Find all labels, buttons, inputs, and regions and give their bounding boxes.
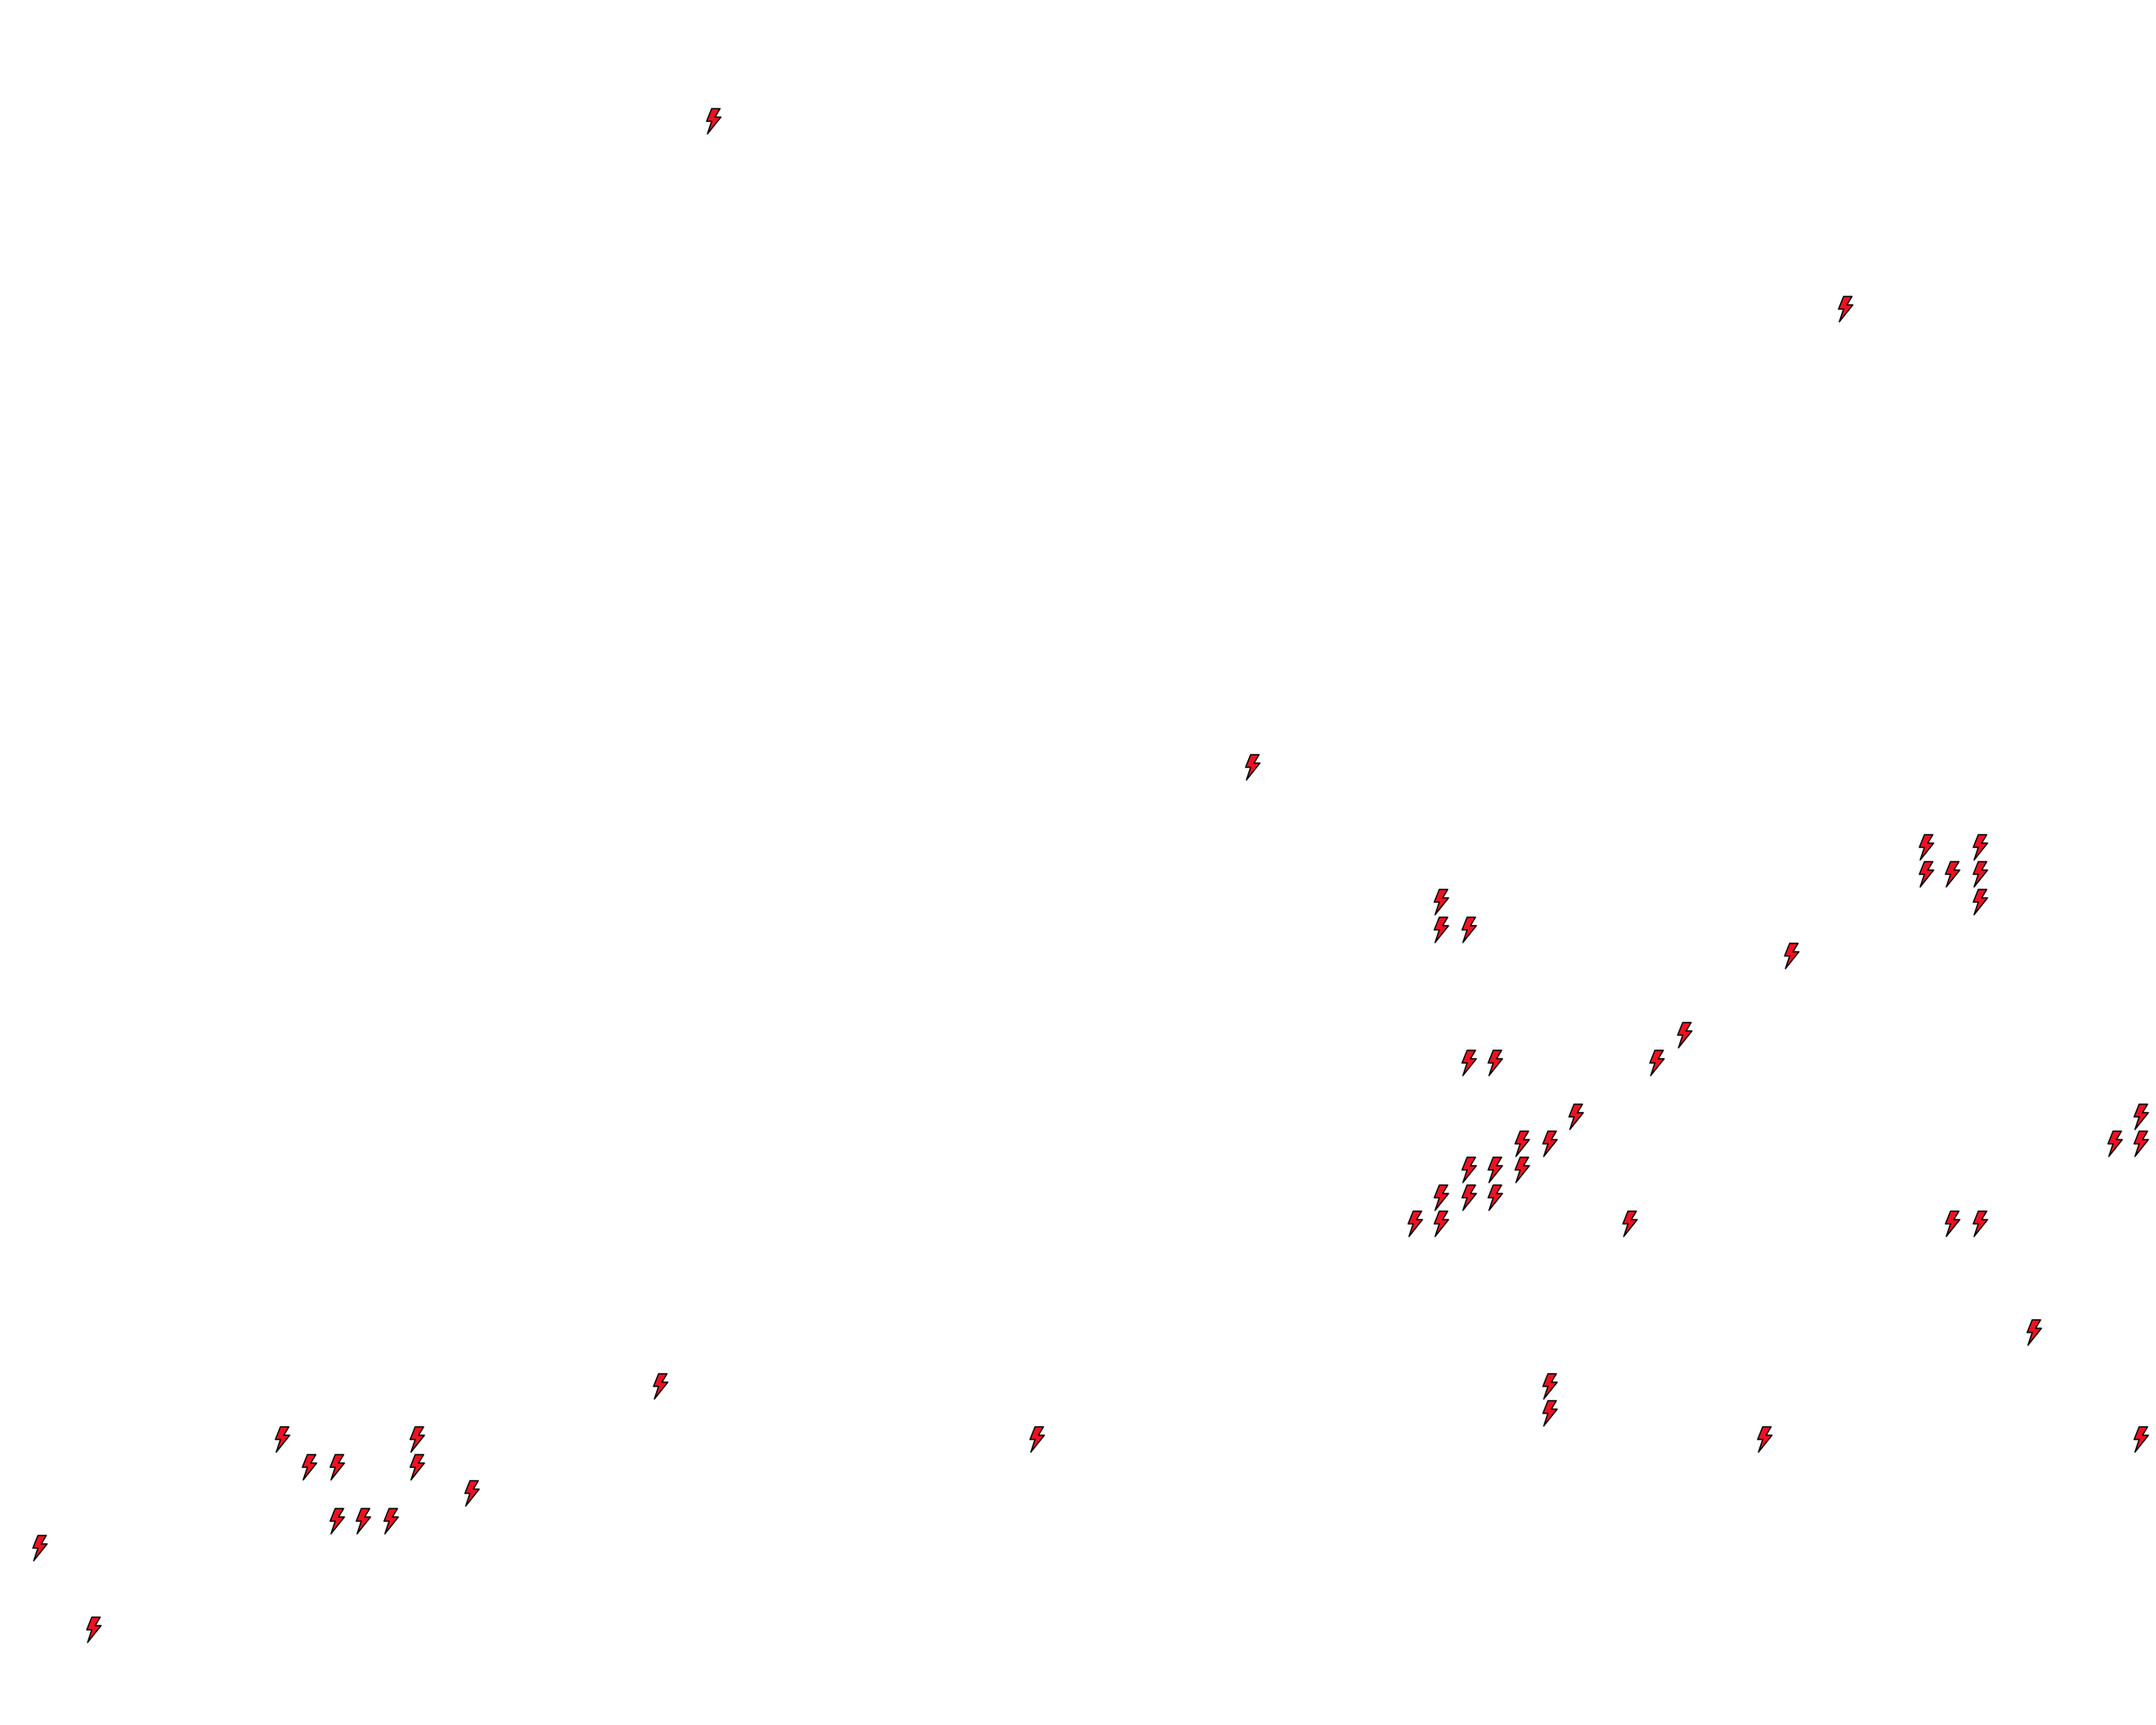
lightning-bolt-icon[interactable] <box>704 107 723 135</box>
lightning-bolt-icon[interactable] <box>651 1372 670 1400</box>
lightning-bolt-icon[interactable] <box>1432 1210 1450 1237</box>
lightning-bolt-icon[interactable] <box>1460 1184 1478 1211</box>
lightning-bolt-icon[interactable] <box>1917 833 1935 861</box>
lightning-bolt-icon[interactable] <box>1971 1210 1989 1237</box>
lightning-bolt-icon[interactable] <box>1971 889 1989 916</box>
lightning-bolt-icon[interactable] <box>1432 916 1450 943</box>
lightning-bolt-icon[interactable] <box>1836 296 1854 323</box>
lightning-bolt-icon[interactable] <box>1027 1426 1046 1454</box>
lightning-bolt-icon[interactable] <box>328 1507 346 1535</box>
lightning-bolt-icon[interactable] <box>1647 1049 1666 1076</box>
lightning-bolt-icon[interactable] <box>2132 1103 2150 1130</box>
lightning-bolt-icon[interactable] <box>462 1480 481 1507</box>
lightning-bolt-icon[interactable] <box>1460 1156 1478 1184</box>
lightning-bolt-icon[interactable] <box>1782 942 1801 969</box>
lightning-bolt-icon[interactable] <box>408 1426 426 1454</box>
lightning-bolt-icon[interactable] <box>1755 1426 1774 1454</box>
lightning-bolt-icon[interactable] <box>1540 1400 1559 1428</box>
lightning-bolt-icon[interactable] <box>1620 1210 1639 1237</box>
lightning-bolt-icon[interactable] <box>1486 1184 1504 1211</box>
lightning-bolt-icon[interactable] <box>1432 889 1450 916</box>
lightning-bolt-icon[interactable] <box>1460 916 1478 943</box>
lightning-bolt-icon[interactable] <box>408 1454 426 1481</box>
lightning-bolt-icon[interactable] <box>2025 1319 2043 1346</box>
lightning-bolt-icon[interactable] <box>382 1507 400 1535</box>
lightning-bolt-icon[interactable] <box>1540 1372 1559 1400</box>
lightning-bolt-icon[interactable] <box>2132 1426 2150 1454</box>
lightning-bolt-icon[interactable] <box>273 1426 291 1454</box>
lightning-bolt-icon[interactable] <box>1406 1210 1424 1237</box>
lightning-bolt-icon[interactable] <box>1243 754 1262 781</box>
lightning-bolt-icon[interactable] <box>354 1507 372 1535</box>
lightning-bolt-icon[interactable] <box>1917 861 1935 889</box>
lightning-bolt-icon[interactable] <box>1540 1130 1559 1158</box>
lightning-bolt-icon[interactable] <box>1566 1103 1585 1130</box>
lightning-bolt-icon[interactable] <box>1486 1156 1504 1184</box>
lightning-bolt-icon[interactable] <box>1971 833 1989 861</box>
lightning-bolt-icon[interactable] <box>328 1454 346 1481</box>
lightning-bolt-icon[interactable] <box>1943 1210 1961 1237</box>
lightning-bolt-icon[interactable] <box>84 1616 103 1643</box>
lightning-bolt-icon[interactable] <box>300 1454 318 1481</box>
lightning-bolt-icon[interactable] <box>1943 861 1961 889</box>
lightning-bolt-icon[interactable] <box>2132 1130 2150 1158</box>
lightning-bolt-icon[interactable] <box>2105 1130 2124 1158</box>
lightning-bolt-icon[interactable] <box>1513 1156 1531 1184</box>
lightning-bolt-icon[interactable] <box>30 1535 49 1562</box>
lightning-bolt-icon[interactable] <box>1675 1022 1694 1049</box>
lightning-bolt-icon[interactable] <box>1486 1049 1504 1076</box>
lightning-bolt-icon[interactable] <box>1432 1184 1450 1211</box>
lightning-bolt-icon[interactable] <box>1460 1049 1478 1076</box>
lightning-bolt-icon[interactable] <box>1513 1130 1531 1158</box>
lightning-bolt-icon[interactable] <box>1971 861 1989 889</box>
